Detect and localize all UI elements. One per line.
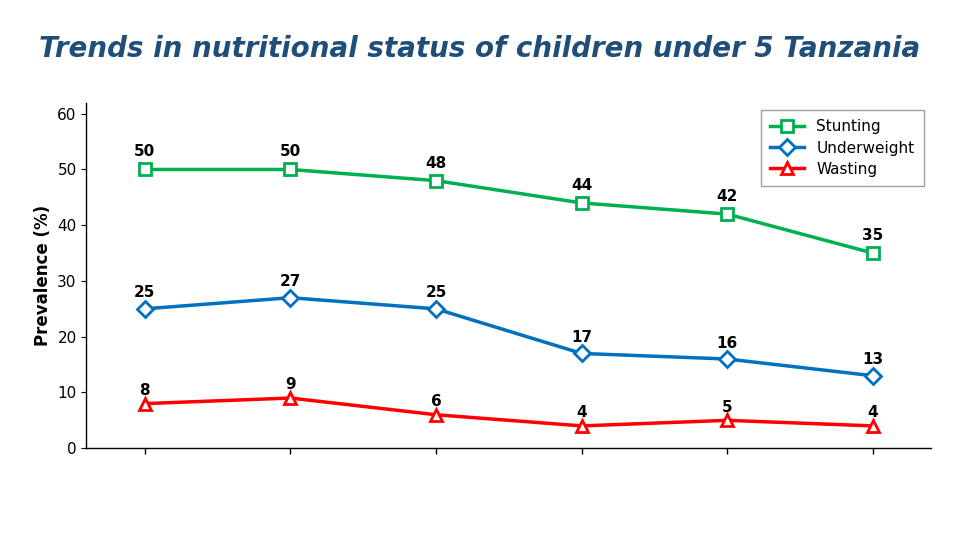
Text: 50: 50: [279, 145, 300, 159]
Line: Wasting: Wasting: [139, 393, 878, 431]
Underweight: [284, 294, 296, 301]
Underweight: [430, 306, 442, 312]
Text: 17: 17: [571, 330, 592, 345]
Text: 25: 25: [134, 286, 156, 300]
Text: 13: 13: [862, 353, 883, 367]
Text: 4: 4: [868, 406, 878, 420]
Underweight: [576, 350, 588, 357]
Text: 6: 6: [431, 394, 442, 409]
Wasting: [867, 423, 878, 429]
Wasting: [430, 411, 442, 418]
Text: 48: 48: [425, 156, 446, 171]
Underweight: [139, 306, 151, 312]
Wasting: [576, 423, 588, 429]
Stunting: [722, 211, 733, 217]
Underweight: [867, 373, 878, 379]
Stunting: [576, 200, 588, 206]
Text: 9: 9: [285, 377, 296, 393]
Text: 5: 5: [722, 400, 732, 415]
Text: 50: 50: [134, 145, 156, 159]
Line: Underweight: Underweight: [139, 292, 878, 381]
Text: There are improvements of all forms of malnutrition among children under five
ye: There are improvements of all forms of m…: [14, 470, 949, 517]
Stunting: [867, 250, 878, 256]
Wasting: [284, 395, 296, 401]
Stunting: [139, 166, 151, 173]
Text: Trends in nutritional status of children under 5 Tanzania: Trends in nutritional status of children…: [39, 35, 921, 63]
Wasting: [139, 400, 151, 407]
Wasting: [722, 417, 733, 423]
Stunting: [430, 178, 442, 184]
Text: 44: 44: [571, 178, 592, 193]
Text: 16: 16: [717, 336, 738, 350]
Text: 42: 42: [716, 189, 738, 204]
Text: 8: 8: [139, 383, 150, 398]
Text: 25: 25: [425, 286, 446, 300]
Underweight: [722, 356, 733, 362]
Text: 35: 35: [862, 228, 883, 243]
Text: 27: 27: [279, 274, 301, 289]
Stunting: [284, 166, 296, 173]
Legend: Stunting, Underweight, Wasting: Stunting, Underweight, Wasting: [761, 110, 924, 186]
Y-axis label: Prevalence (%): Prevalence (%): [34, 205, 52, 346]
Line: Stunting: Stunting: [139, 164, 878, 259]
Text: 4: 4: [576, 406, 587, 420]
